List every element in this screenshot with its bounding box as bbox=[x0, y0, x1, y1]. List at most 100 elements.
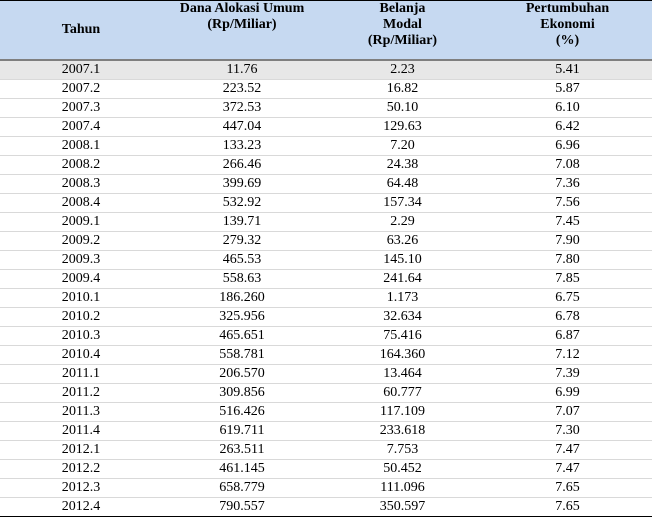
table-cell: 7.47 bbox=[483, 440, 652, 460]
table-cell: 7.90 bbox=[483, 231, 652, 251]
table-cell: 6.42 bbox=[483, 117, 652, 137]
table-cell: 2008.2 bbox=[0, 155, 162, 175]
table-cell: 75.416 bbox=[322, 326, 483, 346]
table-cell: 7.47 bbox=[483, 459, 652, 479]
table-cell: 24.38 bbox=[322, 155, 483, 175]
table-cell: 465.651 bbox=[162, 326, 322, 346]
header-text: Belanja bbox=[379, 1, 426, 16]
table-cell: 2010.4 bbox=[0, 345, 162, 365]
table-cell: 157.34 bbox=[322, 193, 483, 213]
table-cell: 790.557 bbox=[162, 497, 322, 517]
header-text: Ekonomi bbox=[540, 17, 595, 32]
table-cell: 2010.1 bbox=[0, 288, 162, 308]
table-cell: 372.53 bbox=[162, 98, 322, 118]
table-cell: 279.32 bbox=[162, 231, 322, 251]
table-cell: 6.78 bbox=[483, 307, 652, 327]
table-cell: 60.777 bbox=[322, 383, 483, 403]
table-cell: 2007.3 bbox=[0, 98, 162, 118]
table-row: 2012.2 461.145 50.452 7.47 bbox=[0, 459, 652, 479]
table-cell: 2009.4 bbox=[0, 269, 162, 289]
table-cell: 6.99 bbox=[483, 383, 652, 403]
table-cell: 2.29 bbox=[322, 212, 483, 232]
table-cell: 2011.3 bbox=[0, 402, 162, 422]
table-cell: 266.46 bbox=[162, 155, 322, 175]
table-cell: 350.597 bbox=[322, 497, 483, 517]
table-cell: 32.634 bbox=[322, 307, 483, 327]
table-cell: 2007.1 bbox=[0, 60, 162, 80]
table-header: Tahun Dana Alokasi Umum (Rp/Miliar) Belanja… bbox=[0, 0, 652, 61]
table-cell: 6.96 bbox=[483, 136, 652, 156]
table-cell: 6.10 bbox=[483, 98, 652, 118]
table-cell: 206.570 bbox=[162, 364, 322, 384]
table-cell: 2009.2 bbox=[0, 231, 162, 251]
table-cell: 241.64 bbox=[322, 269, 483, 289]
table-cell: 186.260 bbox=[162, 288, 322, 308]
table-row: 2011.4 619.711 233.618 7.30 bbox=[0, 421, 652, 441]
table-cell: 7.56 bbox=[483, 193, 652, 213]
table-cell: 50.452 bbox=[322, 459, 483, 479]
header-text: Pertumbuhan bbox=[525, 1, 610, 16]
table-cell: 7.753 bbox=[322, 440, 483, 460]
table-cell: 532.92 bbox=[162, 193, 322, 213]
table-cell: 7.39 bbox=[483, 364, 652, 384]
table-cell: 7.36 bbox=[483, 174, 652, 194]
table-row: 2010.2 325.956 32.634 6.78 bbox=[0, 307, 652, 327]
table-cell: 7.45 bbox=[483, 212, 652, 232]
table-row: 2007.2 223.52 16.82 5.87 bbox=[0, 79, 652, 99]
table-row: 2008.4 532.92 157.34 7.56 bbox=[0, 193, 652, 213]
table-cell: 5.87 bbox=[483, 79, 652, 99]
table-cell: 223.52 bbox=[162, 79, 322, 99]
table-cell: 139.71 bbox=[162, 212, 322, 232]
table-cell: 2012.3 bbox=[0, 478, 162, 498]
table-row: 2011.1 206.570 13.464 7.39 bbox=[0, 364, 652, 384]
table-cell: 309.856 bbox=[162, 383, 322, 403]
table-row: 2007.1 11.76 2.23 5.41 bbox=[0, 60, 652, 80]
table-row: 2009.2 279.32 63.26 7.90 bbox=[0, 231, 652, 251]
header-text: Dana Alokasi Umum bbox=[179, 1, 305, 16]
table-cell: 2008.4 bbox=[0, 193, 162, 213]
table-cell: 516.426 bbox=[162, 402, 322, 422]
table-cell: 50.10 bbox=[322, 98, 483, 118]
table-cell: 465.53 bbox=[162, 250, 322, 270]
table-cell: 6.75 bbox=[483, 288, 652, 308]
table-row: 2010.1 186.260 1.173 6.75 bbox=[0, 288, 652, 308]
header-cell: Dana Alokasi Umum (Rp/Miliar) bbox=[162, 0, 322, 61]
table-cell: 2012.4 bbox=[0, 497, 162, 517]
table-cell: 461.145 bbox=[162, 459, 322, 479]
table-row: 2010.4 558.781 164.360 7.12 bbox=[0, 345, 652, 365]
table-cell: 63.26 bbox=[322, 231, 483, 251]
table-cell: 16.82 bbox=[322, 79, 483, 99]
table-body: 2007.1 11.76 2.23 5.41 2007.2 223.52 16.82 5.87… bbox=[0, 60, 652, 517]
table-cell: 2009.3 bbox=[0, 250, 162, 270]
table-cell: 64.48 bbox=[322, 174, 483, 194]
table-row: 2007.3 372.53 50.10 6.10 bbox=[0, 98, 652, 118]
table-cell: 2007.2 bbox=[0, 79, 162, 99]
table-cell: 6.87 bbox=[483, 326, 652, 346]
table-row: 2008.1 133.23 7.20 6.96 bbox=[0, 136, 652, 156]
table-row: 2009.4 558.63 241.64 7.85 bbox=[0, 269, 652, 289]
header-cell: Belanja Modal (Rp/Miliar) bbox=[322, 0, 483, 61]
table-cell: 658.779 bbox=[162, 478, 322, 498]
table-cell: 2009.1 bbox=[0, 212, 162, 232]
table-cell: 325.956 bbox=[162, 307, 322, 327]
table-cell: 2.23 bbox=[322, 60, 483, 80]
table-cell: 7.65 bbox=[483, 497, 652, 517]
table-cell: 11.76 bbox=[162, 60, 322, 80]
table-cell: 111.096 bbox=[322, 478, 483, 498]
table-cell: 7.30 bbox=[483, 421, 652, 441]
table-row: 2008.2 266.46 24.38 7.08 bbox=[0, 155, 652, 175]
table-cell: 2008.3 bbox=[0, 174, 162, 194]
table-row: 2011.2 309.856 60.777 6.99 bbox=[0, 383, 652, 403]
table-cell: 7.85 bbox=[483, 269, 652, 289]
table-cell: 7.80 bbox=[483, 250, 652, 270]
table-row: 2009.1 139.71 2.29 7.45 bbox=[0, 212, 652, 232]
table-row: 2011.3 516.426 117.109 7.07 bbox=[0, 402, 652, 422]
table-cell: 2007.4 bbox=[0, 117, 162, 137]
table-row: 2007.4 447.04 129.63 6.42 bbox=[0, 117, 652, 137]
table-cell: 7.20 bbox=[322, 136, 483, 156]
table-cell: 619.711 bbox=[162, 421, 322, 441]
table-cell: 2010.3 bbox=[0, 326, 162, 346]
table-cell: 164.360 bbox=[322, 345, 483, 365]
table-cell: 558.63 bbox=[162, 269, 322, 289]
header-text: (Rp/Miliar) bbox=[207, 17, 277, 32]
